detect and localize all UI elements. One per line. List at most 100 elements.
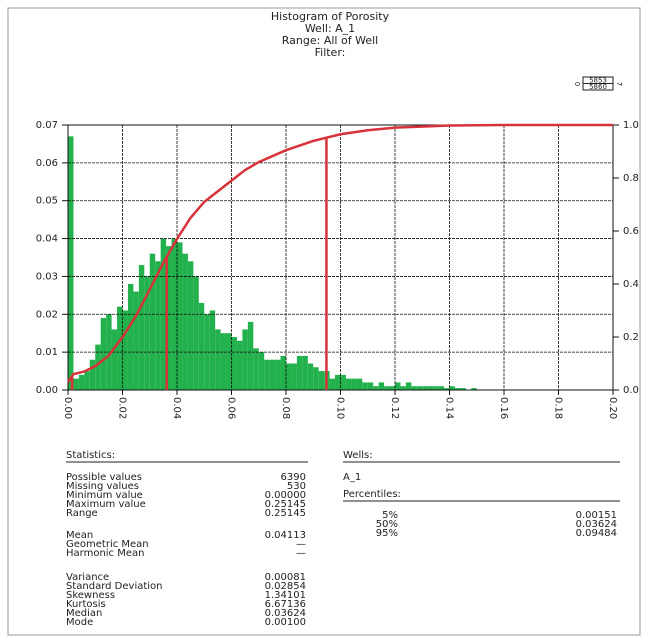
bar xyxy=(117,306,123,390)
scale-box-top: 5853 xyxy=(589,77,607,85)
stat-value: 0.00000 xyxy=(265,490,306,501)
bar xyxy=(144,276,150,390)
bar xyxy=(187,261,194,390)
x-tick-label: 0.00 xyxy=(62,397,73,419)
stat-value: 0.02854 xyxy=(265,581,306,592)
statistics: Statistics: Wells: A_1 Percentiles: Poss… xyxy=(66,450,620,628)
bar xyxy=(242,329,248,390)
bar xyxy=(313,367,319,390)
y2-tick-label: 0.6 xyxy=(623,226,639,237)
bar xyxy=(166,246,172,390)
y-tick-label: 0.06 xyxy=(36,158,58,169)
bar xyxy=(307,363,314,390)
bar xyxy=(444,388,450,390)
subtitle: Filter: xyxy=(315,46,346,59)
bar xyxy=(340,374,346,390)
bar xyxy=(389,386,395,390)
bar xyxy=(296,355,303,390)
bar xyxy=(100,318,107,390)
bar xyxy=(345,378,352,390)
y2-tick-label: 0.0 xyxy=(623,385,639,396)
bar xyxy=(449,386,455,390)
bar xyxy=(247,321,254,390)
stat-value: 0.25145 xyxy=(265,508,306,519)
stat-value: 6390 xyxy=(281,472,306,483)
plot: 0.00 0.01 0.02 0.03 0.04 0.05 0.06 0.07 0.00 0.02… xyxy=(36,120,639,419)
y2-tick-label: 0.8 xyxy=(623,173,639,184)
stat-value: — xyxy=(296,539,306,550)
percentile-label: 5% xyxy=(382,510,398,521)
bar xyxy=(335,374,341,390)
bar xyxy=(416,386,423,390)
bar xyxy=(411,386,417,390)
percentile-label: 50% xyxy=(376,519,398,530)
x-tick-label: 0.06 xyxy=(226,397,237,419)
bar xyxy=(280,355,286,390)
y-tick-label: 0.04 xyxy=(36,234,58,245)
bar xyxy=(209,310,216,390)
stat-label: Harmonic Mean xyxy=(66,548,144,559)
stat-label: Maximum value xyxy=(66,499,146,510)
y-tick-label: 0.07 xyxy=(36,120,58,131)
bar xyxy=(362,382,368,390)
bar xyxy=(264,359,270,390)
x-tick-label: 0.14 xyxy=(444,397,455,419)
bar xyxy=(89,359,96,390)
stat-value: 1.34101 xyxy=(265,590,306,601)
bar xyxy=(427,386,434,390)
stat-label: Kurtosis xyxy=(66,599,106,610)
scale-box-right: 7 xyxy=(615,82,623,86)
bar xyxy=(400,386,406,390)
y2-tick-label: 0.4 xyxy=(623,279,639,290)
stat-label: Geometric Mean xyxy=(66,539,149,550)
subtitle: Range: All of Well xyxy=(282,34,378,47)
y-tick-label: 0.02 xyxy=(36,309,58,320)
chart-title: Histogram of Porosity xyxy=(271,10,390,23)
cumulative-line xyxy=(66,123,613,383)
y2-tick-label: 0.2 xyxy=(623,332,639,343)
bar xyxy=(182,253,188,390)
x-tick-label: 0.04 xyxy=(171,397,182,419)
stat-value: 0.25145 xyxy=(265,499,306,510)
bar xyxy=(198,302,205,390)
y-tick-label: 0.00 xyxy=(36,385,58,396)
bar xyxy=(160,238,167,390)
stat-label: Median xyxy=(66,608,102,619)
x-tick-label: 0.08 xyxy=(280,397,291,419)
stat-value: 0.04113 xyxy=(265,530,306,541)
stat-value: 530 xyxy=(287,481,306,492)
bar xyxy=(356,378,363,390)
bar xyxy=(367,382,374,390)
percentile-value: 0.00151 xyxy=(576,510,617,521)
y-tick-label: 0.01 xyxy=(36,347,58,358)
bar xyxy=(193,276,199,390)
stat-label: Variance xyxy=(66,572,109,583)
wells-header: Wells: xyxy=(343,450,373,461)
bar xyxy=(302,355,308,390)
bar xyxy=(433,386,439,390)
stat-label: Mean xyxy=(66,530,93,541)
y-tick-label: 0.05 xyxy=(36,196,58,207)
stat-label: Range xyxy=(66,508,98,519)
stat-value: 0.00081 xyxy=(265,572,306,583)
bar xyxy=(220,333,227,390)
x-tick-label: 0.16 xyxy=(498,397,509,419)
statistics-header: Statistics: xyxy=(66,450,115,461)
bar xyxy=(138,265,145,390)
bar xyxy=(438,386,445,390)
bar xyxy=(155,261,161,390)
bar xyxy=(384,386,390,390)
bar xyxy=(68,136,74,390)
x-tick-label: 0.20 xyxy=(607,397,618,419)
x-tick-label: 0.12 xyxy=(389,397,400,419)
bar xyxy=(258,352,265,390)
stat-label: Missing values xyxy=(66,481,139,492)
bar xyxy=(395,382,401,390)
stat-label: Standard Deviation xyxy=(66,581,163,592)
bar xyxy=(460,388,466,390)
bar xyxy=(378,382,385,390)
bar xyxy=(111,329,118,390)
stat-value: 0.03624 xyxy=(265,608,306,619)
bar xyxy=(95,344,101,390)
